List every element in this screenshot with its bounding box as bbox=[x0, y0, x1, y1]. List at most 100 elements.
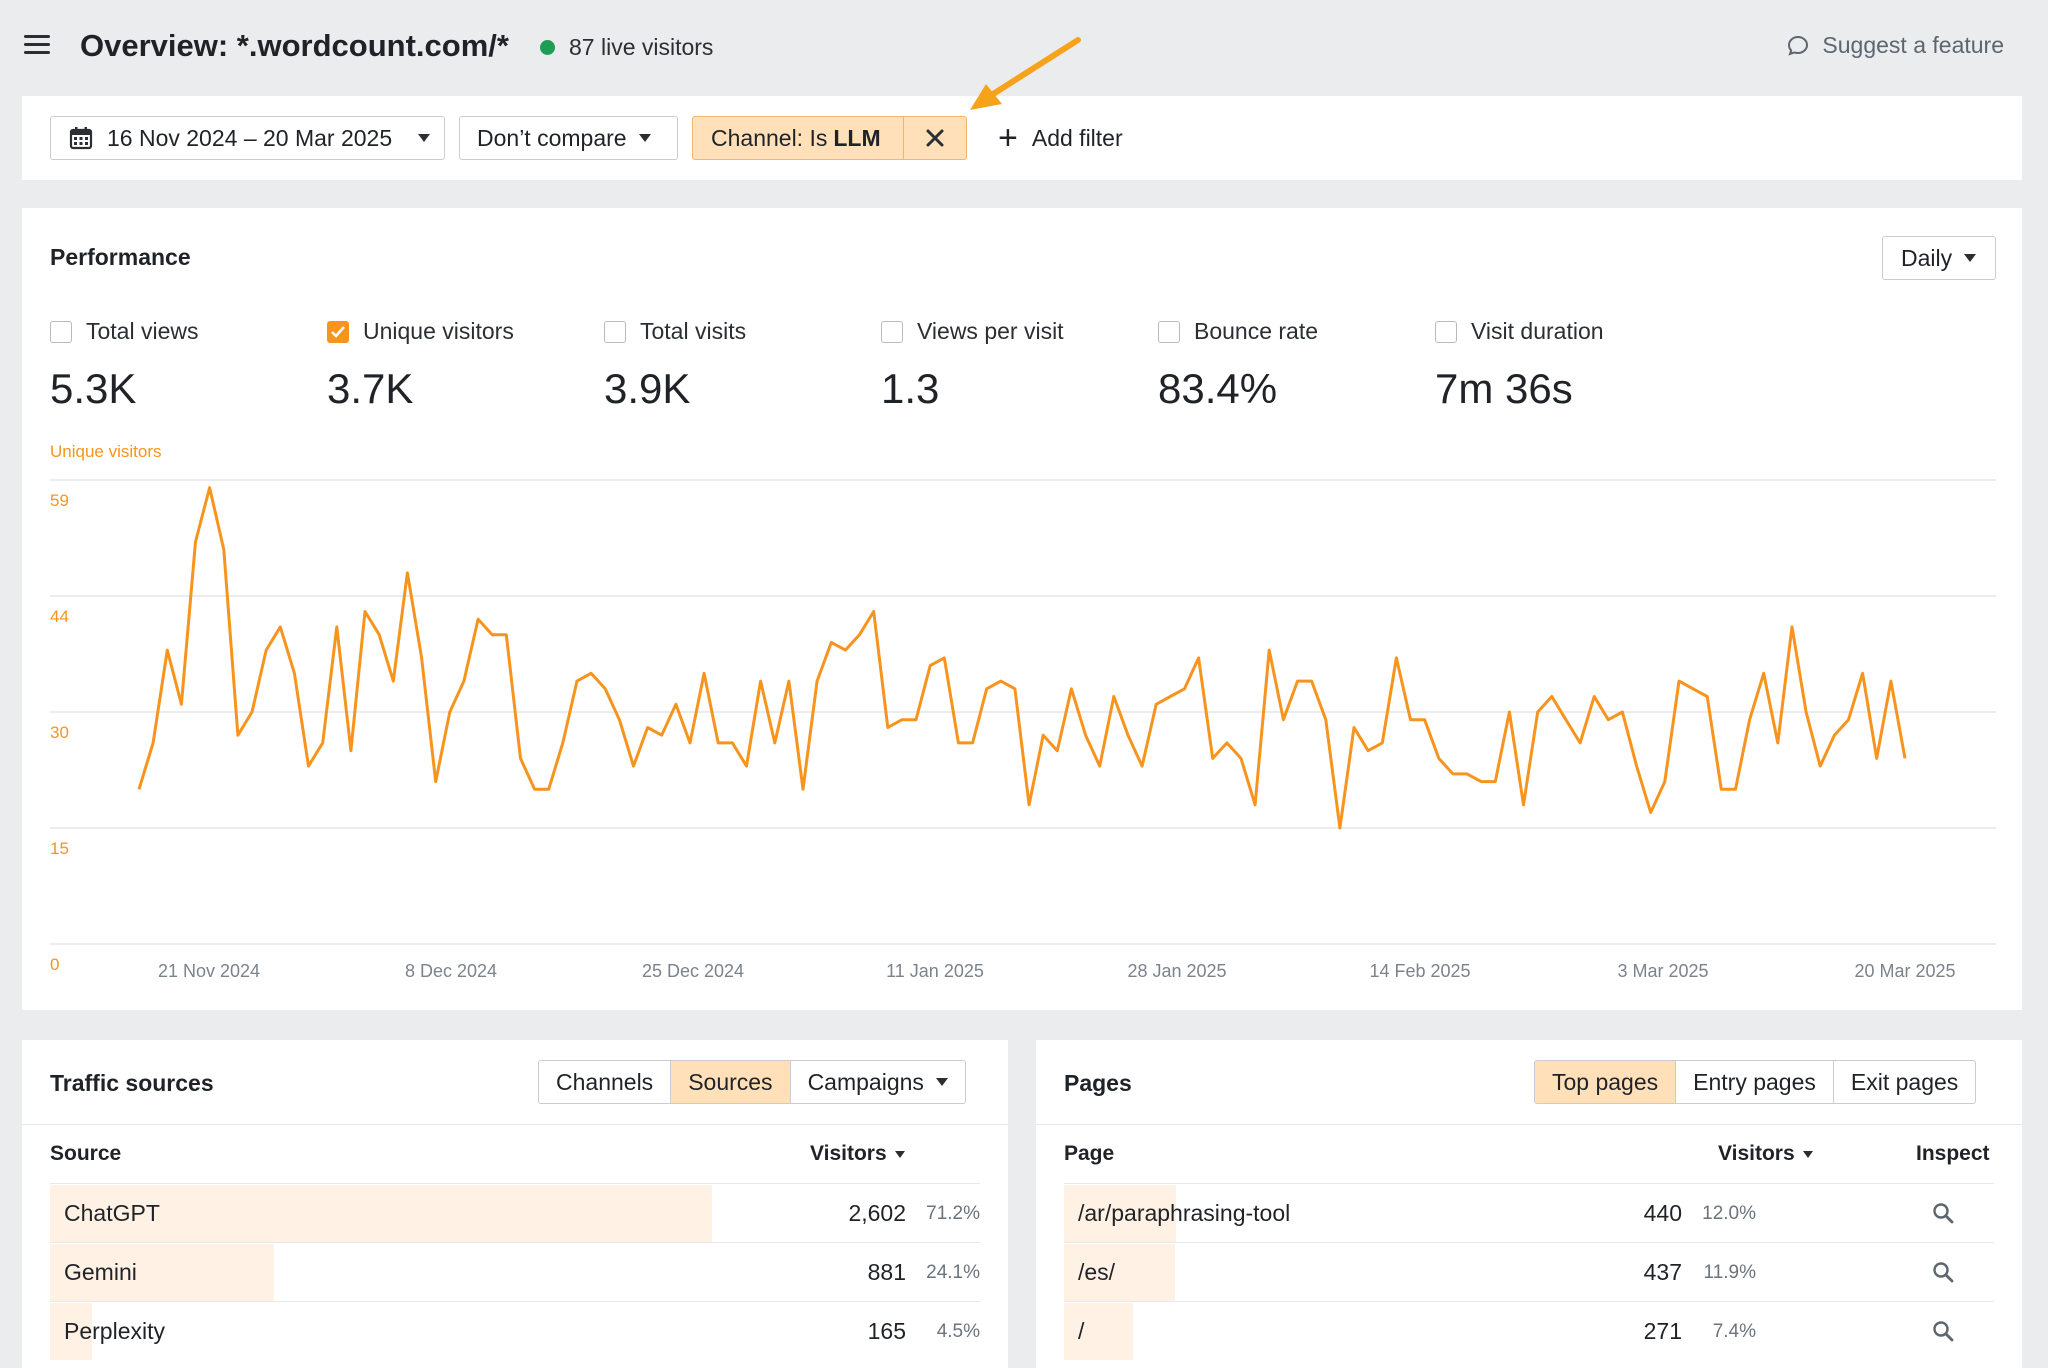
interval-label: Daily bbox=[1901, 244, 1953, 271]
visitors-chart[interactable]: 0 15 30 44 59 21 Nov 2024 8 Dec 2024 25 Dec 202… bbox=[22, 208, 2022, 1010]
tab-top-pages[interactable]: Top pages bbox=[1535, 1061, 1677, 1103]
metric-views-per-visit[interactable]: Views per visit 1.3 bbox=[881, 318, 1064, 413]
chevron-down-icon bbox=[418, 134, 431, 142]
remove-filter-button[interactable] bbox=[904, 117, 966, 159]
metric-value: 83.4% bbox=[1158, 365, 1278, 412]
checkbox-visit-duration[interactable] bbox=[1435, 320, 1457, 343]
series-line-unique-visitors bbox=[137, 486, 1907, 830]
chart-series-label: Unique visitors bbox=[50, 442, 162, 461]
metric-value: 1.3 bbox=[881, 365, 940, 412]
pages-title: Pages bbox=[1064, 1070, 1132, 1096]
tab-sources[interactable]: Sources bbox=[671, 1061, 791, 1103]
comment-icon bbox=[1788, 35, 1809, 56]
share-bar bbox=[1064, 1303, 1133, 1360]
page-path: /ar/paraphrasing-tool bbox=[1078, 1200, 1291, 1226]
x-tick-label: 28 Jan 2025 bbox=[1127, 961, 1226, 981]
table-row[interactable]: Gemini 881 24.1% bbox=[50, 1242, 980, 1301]
chip-value: LLM bbox=[833, 124, 881, 151]
page-path: / bbox=[1078, 1318, 1085, 1344]
x-tick-label: 11 Jan 2025 bbox=[886, 961, 984, 981]
col-visitors-sort[interactable]: Visitors bbox=[1718, 1142, 1813, 1166]
checkbox-total-visits[interactable] bbox=[604, 320, 626, 343]
live-dot-icon bbox=[540, 40, 555, 55]
source-name: Perplexity bbox=[64, 1318, 165, 1344]
metric-value: 5.3K bbox=[50, 365, 137, 412]
x-tick-label: 20 Mar 2025 bbox=[1854, 961, 1955, 981]
col-source: Source bbox=[50, 1142, 122, 1165]
channel-filter-label[interactable]: Channel: Is LLM bbox=[693, 117, 904, 159]
filter-bar: 16 Nov 2024 – 20 Mar 2025 Don’t compare … bbox=[22, 96, 2022, 180]
plus-icon: + bbox=[998, 119, 1018, 157]
share-bar bbox=[50, 1303, 92, 1360]
tab-entry-pages[interactable]: Entry pages bbox=[1676, 1061, 1834, 1103]
table-row[interactable]: /ar/paraphrasing-tool 440 12.0% bbox=[1064, 1183, 1994, 1242]
metric-visit-duration[interactable]: Visit duration 7m 36s bbox=[1435, 318, 1604, 413]
page-path: /es/ bbox=[1078, 1259, 1116, 1285]
metric-label: Views per visit bbox=[917, 318, 1064, 344]
date-range-label: 16 Nov 2024 – 20 Mar 2025 bbox=[107, 124, 393, 151]
traffic-sources-panel: Traffic sources Channels Sources Campaig… bbox=[22, 1040, 1008, 1368]
pages-panel: Pages Top pages Entry pages Exit pages P… bbox=[1036, 1040, 2022, 1368]
col-visitors-label: Visitors bbox=[810, 1142, 887, 1165]
share-bar bbox=[1064, 1185, 1176, 1242]
visitor-count: 165 bbox=[867, 1318, 906, 1344]
chevron-down-icon bbox=[935, 1078, 948, 1086]
tab-campaigns[interactable]: Campaigns bbox=[791, 1061, 965, 1103]
y-tick-label: 0 bbox=[50, 955, 59, 974]
visitor-count: 437 bbox=[1643, 1259, 1682, 1285]
visitor-percent: 24.1% bbox=[926, 1261, 980, 1283]
metric-total-visits[interactable]: Total visits 3.9K bbox=[604, 318, 746, 413]
checkmark-icon bbox=[331, 325, 345, 338]
metric-unique-visitors[interactable]: Unique visitors 3.7K bbox=[327, 318, 514, 413]
visitor-percent: 11.9% bbox=[1703, 1261, 1756, 1283]
chevron-down-icon bbox=[1964, 254, 1977, 262]
search-icon[interactable] bbox=[1932, 1261, 1954, 1283]
checkbox-bounce-rate[interactable] bbox=[1158, 320, 1180, 343]
col-visitors-sort[interactable]: Visitors bbox=[810, 1142, 905, 1166]
metric-value: 3.9K bbox=[604, 365, 691, 412]
pages-tabs: Top pages Entry pages Exit pages bbox=[1534, 1060, 1977, 1104]
metric-total-views[interactable]: Total views 5.3K bbox=[50, 318, 198, 413]
metric-bounce-rate[interactable]: Bounce rate 83.4% bbox=[1158, 318, 1318, 413]
chip-prefix: Channel: Is bbox=[711, 124, 828, 151]
performance-title: Performance bbox=[50, 244, 191, 270]
menu-icon[interactable] bbox=[24, 35, 50, 55]
table-row[interactable]: /es/ 437 11.9% bbox=[1064, 1242, 1994, 1301]
checkbox-unique-visitors[interactable] bbox=[327, 320, 349, 343]
table-row[interactable]: Perplexity 165 4.5% bbox=[50, 1301, 980, 1360]
compare-button[interactable]: Don’t compare bbox=[459, 116, 678, 160]
add-filter-button[interactable]: + Add filter bbox=[998, 116, 1123, 160]
tab-exit-pages[interactable]: Exit pages bbox=[1850, 1068, 1959, 1095]
visitor-percent: 12.0% bbox=[1702, 1202, 1756, 1224]
search-icon[interactable] bbox=[1932, 1202, 1954, 1224]
sort-desc-icon bbox=[894, 1150, 905, 1158]
checkbox-views-per-visit[interactable] bbox=[881, 320, 903, 343]
visitor-percent: 7.4% bbox=[1712, 1320, 1756, 1342]
pages-rows: /ar/paraphrasing-tool 440 12.0% /es/ 437… bbox=[1064, 1183, 1994, 1360]
x-tick-label: 14 Feb 2025 bbox=[1369, 961, 1470, 981]
date-range-button[interactable]: 16 Nov 2024 – 20 Mar 2025 bbox=[50, 116, 445, 160]
metric-value: 7m 36s bbox=[1435, 365, 1573, 412]
visitor-percent: 4.5% bbox=[936, 1320, 980, 1342]
tab-campaigns-label: Campaigns bbox=[807, 1068, 924, 1095]
table-row[interactable]: ChatGPT 2,602 71.2% bbox=[50, 1183, 980, 1242]
visitor-count: 881 bbox=[867, 1259, 906, 1285]
metric-value: 3.7K bbox=[327, 365, 414, 412]
suggest-feature-link[interactable]: Suggest a feature bbox=[1786, 32, 2004, 59]
interval-button[interactable]: Daily bbox=[1882, 236, 1996, 280]
visitor-count: 440 bbox=[1643, 1200, 1682, 1226]
share-bar bbox=[50, 1244, 274, 1301]
close-icon bbox=[926, 129, 944, 147]
tab-channels[interactable]: Channels bbox=[539, 1061, 672, 1103]
checkbox-total-views[interactable] bbox=[50, 320, 72, 343]
live-visitors[interactable]: 87 live visitors bbox=[540, 34, 713, 61]
page-title: Overview: *.wordcount.com/* bbox=[80, 28, 509, 63]
sort-desc-icon bbox=[1802, 1150, 1813, 1158]
search-icon[interactable] bbox=[1932, 1320, 1954, 1342]
channel-filter-chip[interactable]: Channel: Is LLM bbox=[692, 116, 967, 160]
source-name: ChatGPT bbox=[64, 1200, 160, 1226]
compare-label: Don’t compare bbox=[477, 124, 627, 151]
table-row[interactable]: / 271 7.4% bbox=[1064, 1301, 1994, 1360]
col-inspect: Inspect bbox=[1916, 1142, 1990, 1165]
source-name: Gemini bbox=[64, 1259, 137, 1285]
